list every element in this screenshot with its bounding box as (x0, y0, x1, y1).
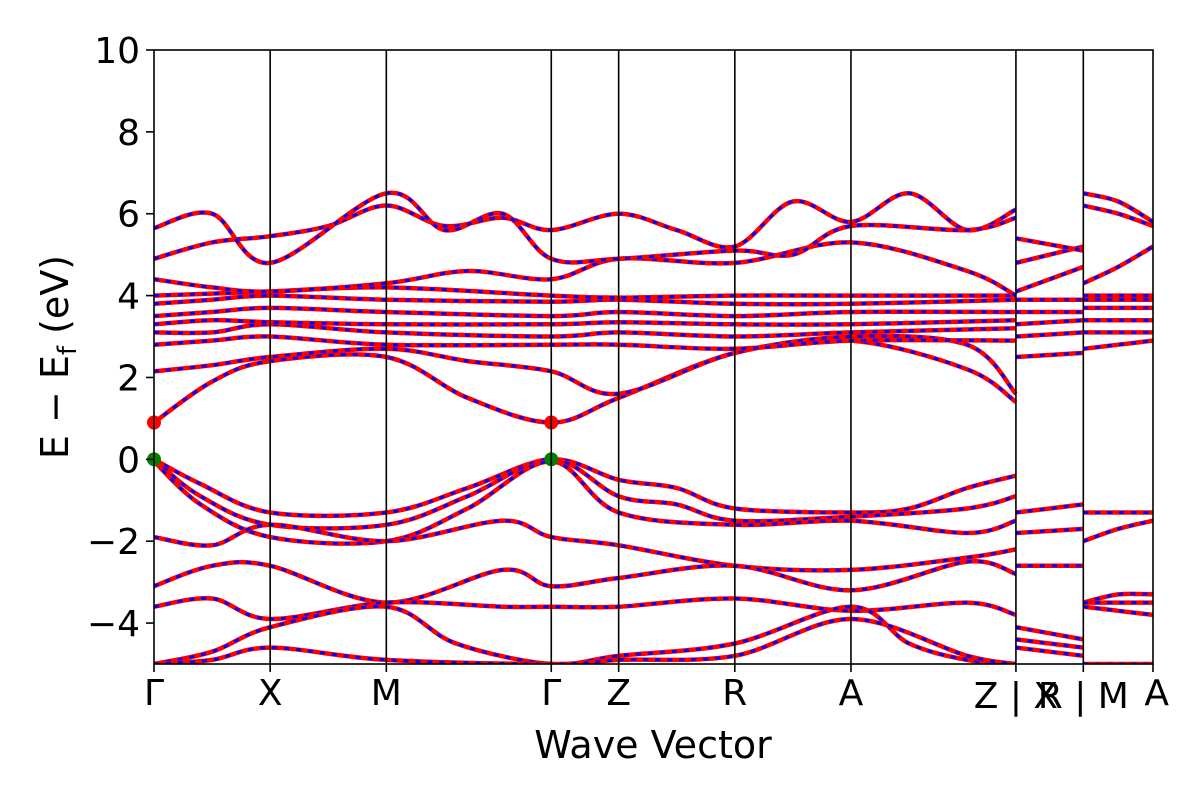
y-tick-label: 8 (117, 113, 140, 154)
y-axis-label-unit: (eV) (33, 255, 77, 346)
band-line (1015, 624, 1084, 642)
band-line-overlay (154, 334, 1016, 351)
band-extrema-markers (147, 415, 559, 467)
plot-frame (153, 49, 1154, 665)
band-line (1015, 350, 1084, 360)
x-tick-label: Γ (144, 673, 164, 714)
band-line-overlay (1015, 502, 1084, 514)
band-line (154, 337, 1018, 425)
x-axis-ticks: Γ X M Γ Z R A Z | XR | M A (144, 664, 1169, 717)
band-line (154, 604, 1017, 664)
band-line-overlay (1082, 204, 1153, 228)
band-line-overlay (1015, 318, 1084, 326)
y-tick-label: 6 (117, 195, 140, 236)
band-line-overlay (154, 294, 1016, 306)
y-tick-label: −2 (87, 522, 140, 563)
band-line (154, 595, 1017, 622)
y-tick-label: −4 (87, 604, 140, 645)
band-line (1015, 330, 1084, 339)
y-axis-label-main: E − E (33, 355, 77, 459)
band-line-overlay (154, 322, 1016, 339)
band-line-overlay (1083, 339, 1153, 351)
band-line-overlay (1082, 592, 1153, 605)
x-tick-label: Γ (541, 673, 561, 714)
band-line-overlay (1015, 625, 1084, 641)
band-line (1082, 191, 1153, 224)
x-tick-label: Z | X (974, 676, 1058, 717)
band-line-overlay (154, 604, 1017, 664)
y-axis-label: E − Ef (eV) (33, 255, 83, 459)
band-line-overlay (154, 617, 1017, 664)
band-line-overlay (154, 191, 1017, 261)
band-line-overlay (154, 318, 1016, 327)
band-line-overlay (1015, 245, 1084, 265)
band-line (154, 457, 1017, 519)
y-tick-label: 0 (117, 440, 140, 481)
band-line-overlay (154, 457, 1017, 530)
band-lines (154, 190, 1153, 664)
band-line-overlay (1015, 330, 1084, 338)
band-line-overlay (1082, 245, 1153, 285)
band-line-overlay (1015, 265, 1084, 293)
high-symmetry-lines (269, 50, 1085, 664)
band-line-overlay (1015, 527, 1084, 535)
band-line (1015, 637, 1084, 650)
x-tick-label: M (371, 673, 402, 714)
y-tick-label: 10 (94, 31, 140, 72)
band-line-overlay (154, 306, 1016, 318)
band-line-overlay (154, 240, 1017, 297)
y-axis-label-subscript: f (53, 345, 83, 355)
y-tick-label: 2 (117, 358, 140, 399)
x-tick-label: Z (606, 673, 631, 714)
band-line (1015, 236, 1084, 253)
x-tick-label: R | M (1038, 676, 1129, 717)
band-line (1083, 338, 1153, 352)
band-line-overlay (154, 338, 1017, 425)
x-tick-label: A (1144, 673, 1169, 714)
band-line (1015, 502, 1084, 515)
band-line-overlay (1082, 519, 1153, 543)
band-line-overlay (1015, 637, 1084, 650)
band-line-overlay (1015, 351, 1084, 359)
y-tick-label: 4 (117, 277, 140, 318)
band-line (1015, 526, 1084, 536)
x-tick-label: X (258, 673, 283, 714)
band-line (154, 457, 1017, 531)
band-line-overlay (1015, 236, 1084, 253)
band-line-overlay (154, 285, 1016, 300)
band-line-overlay (1015, 646, 1084, 658)
band-line (1015, 317, 1084, 327)
band-line (1015, 645, 1084, 659)
band-line-overlay (154, 459, 1017, 546)
x-tick-label: A (839, 673, 864, 714)
x-tick-label: R (722, 673, 747, 714)
band-line-overlay (154, 519, 1017, 572)
y-axis-ticks: −4 −2 0 2 4 6 8 10 (87, 31, 154, 645)
x-axis-label: Wave Vector (534, 723, 772, 767)
band-line-overlay (154, 334, 1018, 396)
band-line-overlay (1083, 605, 1153, 617)
band-line (1083, 604, 1153, 618)
band-line-overlay (154, 596, 1017, 621)
